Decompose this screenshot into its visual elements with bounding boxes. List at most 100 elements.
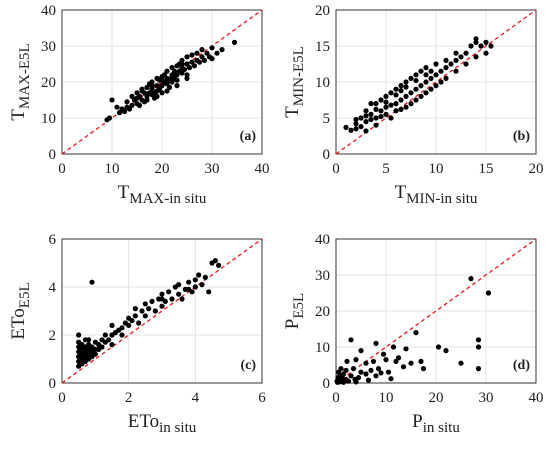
data-point — [192, 284, 198, 290]
data-point — [428, 68, 434, 74]
data-point — [463, 61, 469, 67]
data-point — [363, 360, 369, 366]
data-point — [403, 84, 409, 90]
data-point — [109, 322, 115, 328]
y-axis-label: EToE5L — [8, 282, 33, 339]
x-tick-label: 20 — [155, 161, 170, 177]
data-point — [433, 72, 439, 78]
data-point — [348, 337, 354, 343]
data-point — [132, 313, 138, 319]
y-axis-label: TMIN-E5L — [282, 46, 307, 118]
y-tick-label: 0 — [49, 376, 57, 392]
data-point — [443, 57, 449, 64]
data-point — [92, 351, 98, 357]
data-point — [114, 104, 120, 110]
data-point — [428, 86, 434, 92]
data-point — [358, 124, 364, 130]
x-tick-label: 0 — [332, 161, 340, 177]
data-point — [418, 68, 424, 74]
data-point — [488, 43, 494, 49]
data-point — [433, 61, 439, 67]
data-point — [428, 75, 434, 81]
data-point — [174, 77, 180, 83]
data-point — [121, 108, 128, 115]
data-point — [463, 50, 469, 56]
data-point — [383, 99, 389, 105]
data-point — [149, 298, 155, 304]
data-point — [423, 90, 429, 96]
data-point — [403, 79, 409, 85]
data-point — [473, 54, 479, 60]
data-point — [468, 276, 474, 282]
data-point — [378, 108, 384, 114]
data-point — [403, 346, 409, 352]
data-point — [473, 39, 479, 46]
data-point — [380, 351, 387, 357]
data-point — [169, 74, 175, 80]
data-point — [373, 340, 379, 346]
y-tick-label: 10 — [41, 111, 56, 127]
y-tick-label: 30 — [41, 39, 56, 55]
x-axis-label: TMIN-in situ — [395, 182, 478, 207]
x-tick-label: 0 — [58, 161, 66, 177]
data-point — [338, 366, 344, 372]
data-point — [433, 83, 439, 89]
data-point — [468, 43, 474, 49]
data-point — [146, 306, 152, 312]
data-point — [393, 92, 399, 98]
y-tick-label: 0 — [323, 376, 331, 392]
data-point — [358, 369, 364, 375]
data-point — [189, 52, 195, 58]
data-point — [408, 101, 414, 107]
y-tick-label: 15 — [315, 39, 330, 55]
data-point — [420, 366, 427, 372]
data-point — [169, 296, 175, 302]
data-point — [348, 127, 354, 133]
reference-line-1-1 — [335, 238, 537, 384]
data-point — [478, 43, 484, 49]
data-point — [186, 65, 193, 71]
data-point — [448, 61, 454, 67]
data-point — [344, 358, 350, 364]
data-point — [219, 47, 225, 53]
panel-a: 0 10 20 30 40 0 10 20 30 40 TMAX-in situ TMAX-E5L (a… — [8, 3, 270, 207]
data-point — [485, 290, 492, 296]
data-point — [458, 54, 464, 60]
data-point — [184, 72, 190, 78]
data-point — [408, 360, 414, 366]
data-point — [438, 79, 444, 85]
data-point — [408, 90, 414, 96]
x-tick-label: 5 — [382, 161, 390, 177]
panel-d: 0 10 20 30 40 0 10 20 30 40 Pin situ PE5L (d) — [282, 232, 544, 436]
data-point — [106, 337, 112, 343]
data-point — [383, 93, 389, 99]
data-point — [348, 373, 354, 379]
data-point — [166, 289, 172, 295]
data-point — [373, 373, 379, 379]
data-point — [408, 75, 414, 81]
data-point — [393, 101, 399, 107]
data-point — [373, 106, 379, 112]
x-tick-label: 15 — [479, 161, 494, 177]
data-point — [199, 47, 205, 53]
data-point — [418, 358, 424, 364]
y-tick-label: 5 — [323, 111, 331, 127]
reference-line-1-1 — [61, 238, 263, 384]
data-point — [149, 83, 155, 89]
x-tick-label: 20 — [429, 390, 444, 406]
data-point — [483, 39, 489, 46]
data-point — [398, 97, 404, 103]
x-tick-label: 0 — [58, 390, 66, 406]
x-tick-label: 10 — [105, 161, 120, 177]
data-point — [388, 90, 394, 96]
data-point — [179, 61, 185, 67]
y-axis-label: PE5L — [282, 293, 307, 329]
data-point — [383, 104, 389, 110]
data-point — [201, 57, 208, 64]
data-point — [383, 357, 389, 363]
data-point — [191, 63, 198, 69]
data-point — [383, 111, 389, 117]
data-point — [363, 108, 369, 114]
y-tick-label: 20 — [315, 3, 330, 19]
